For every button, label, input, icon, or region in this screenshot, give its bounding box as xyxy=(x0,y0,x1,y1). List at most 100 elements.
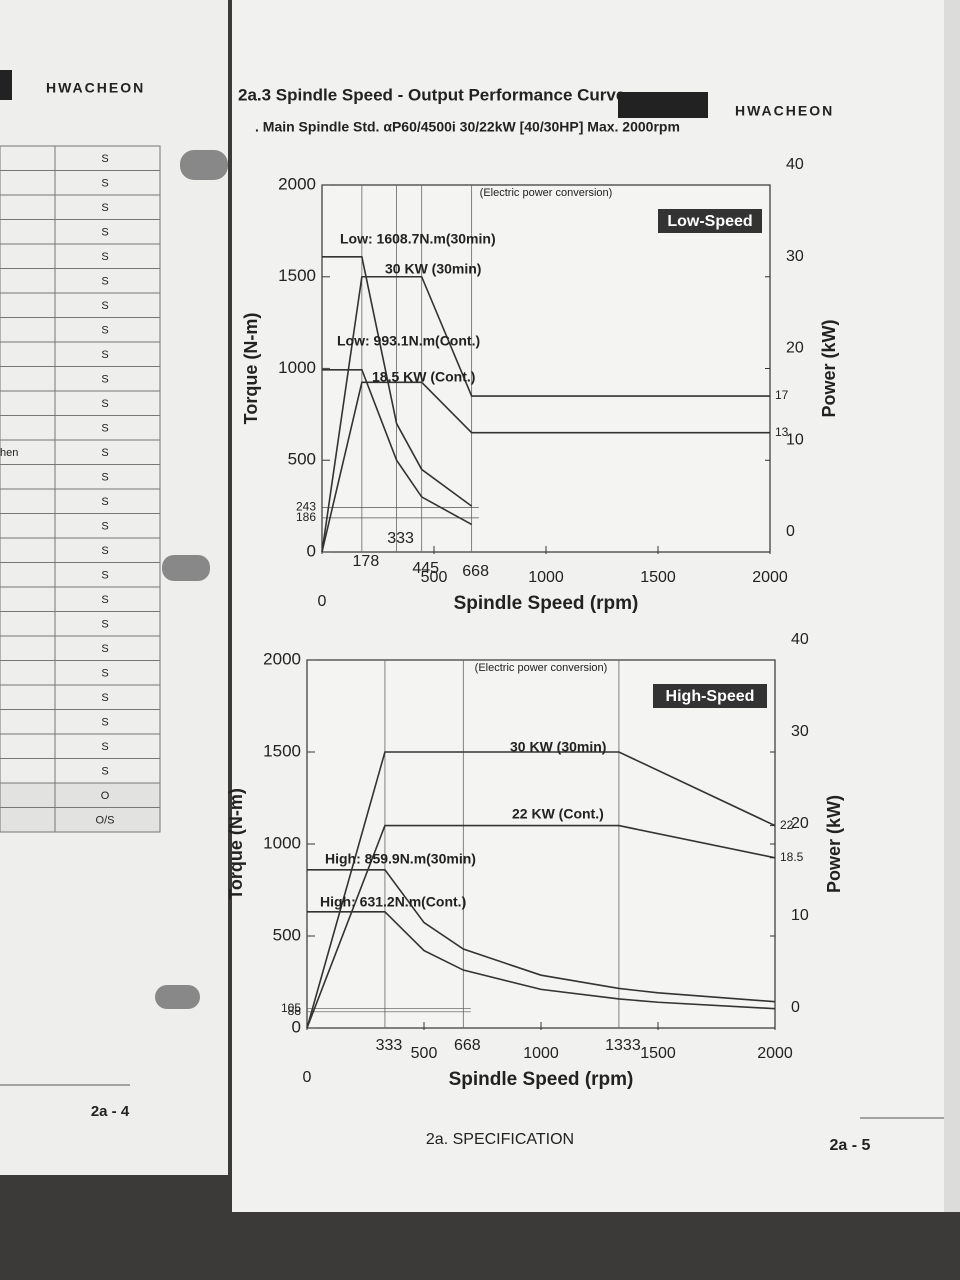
table-cell-text: S xyxy=(101,643,108,655)
table-cell-text: S xyxy=(101,349,108,361)
y-tick-label: 2000 xyxy=(278,174,316,193)
table-cell-text: S xyxy=(101,594,108,606)
x-mark-label: 333 xyxy=(376,1037,403,1054)
table-cell-text: S xyxy=(101,251,108,263)
annotation: 30 KW (30min) xyxy=(510,739,606,755)
y2-tick-label: 22 xyxy=(780,818,794,832)
table-cell-text: S xyxy=(101,692,108,704)
y-tick-label: 500 xyxy=(288,450,316,469)
x-tick-label: 2000 xyxy=(757,1045,793,1062)
table-cell-text: S xyxy=(101,153,108,165)
footer-section: 2a. SPECIFICATION xyxy=(426,1131,574,1148)
curve xyxy=(307,868,776,1003)
annotation: High: 631.2N.m(Cont.) xyxy=(320,894,466,910)
annotation: Low: 1608.7N.m(30min) xyxy=(340,231,496,247)
table-cell-text: S xyxy=(101,373,108,385)
curve xyxy=(307,911,776,1010)
y-tick-label: 500 xyxy=(273,925,301,944)
x-tick-label: 1000 xyxy=(523,1045,559,1062)
table-cell-text: S xyxy=(101,447,108,459)
table-cell xyxy=(0,807,161,833)
y-tick-label: 186 xyxy=(296,510,316,524)
title: 2a.3 Spindle Speed - Output Performance … xyxy=(238,85,625,104)
y2-tick-label: 18.5 xyxy=(780,850,804,864)
badge-bg xyxy=(653,684,767,708)
table-cell-text: S xyxy=(101,422,108,434)
curve xyxy=(306,751,776,1029)
y2-axis-title: Power (kW) xyxy=(824,795,844,893)
y2-tick-label: 10 xyxy=(791,907,809,924)
y-tick-label: 1500 xyxy=(263,741,301,760)
y2-tick-label: 17 xyxy=(775,388,789,402)
y-tick-label: 105 xyxy=(281,1001,301,1015)
table-cell-text: S xyxy=(101,202,108,214)
left-page-number: 2a - 4 xyxy=(91,1103,130,1120)
y-tick-label: 243 xyxy=(296,500,316,514)
y-tick-label: 2000 xyxy=(263,649,301,668)
table-cell-text: O xyxy=(101,790,110,802)
annotation: 22 KW (Cont.) xyxy=(512,806,604,822)
x-axis-title: Spindle Speed (rpm) xyxy=(449,1069,634,1090)
annotation: Low: 993.1N.m(Cont.) xyxy=(337,333,480,349)
y-tick-label: 1000 xyxy=(263,833,301,852)
x-tick-label: 0 xyxy=(303,1069,312,1086)
y2-tick-label: 13 xyxy=(775,425,789,439)
table-cell-text: S xyxy=(101,569,108,581)
y-tick-label: 1000 xyxy=(278,358,316,377)
page-number: 2a - 5 xyxy=(830,1137,871,1154)
badge-bg xyxy=(658,209,762,233)
table-cell-text: S xyxy=(101,275,108,287)
x-mark-label: 1333 xyxy=(605,1037,641,1054)
y2-tick-label: 0 xyxy=(786,523,795,540)
x-axis-title: Spindle Speed (rpm) xyxy=(454,593,639,614)
y2-axis-title: Power (kW) xyxy=(819,319,839,417)
x-mark-label: 445 xyxy=(412,560,439,577)
y-tick-label: 0 xyxy=(307,541,316,560)
brand: HWACHEON xyxy=(735,103,834,119)
table-cell-text: S xyxy=(101,667,108,679)
x-tick-label: 1000 xyxy=(528,569,564,586)
y2-tick-label: 30 xyxy=(786,248,804,265)
logo-mark xyxy=(618,92,708,118)
y2-tick-label: 10 xyxy=(786,431,804,448)
left-side-text: hen xyxy=(0,447,18,459)
table-cell-text: S xyxy=(101,618,108,630)
curve xyxy=(321,275,770,553)
x-mark-label: 333 xyxy=(387,530,414,547)
annotation: High: 859.9N.m(30min) xyxy=(325,851,476,867)
y2-tick-label: 20 xyxy=(786,340,804,357)
logo-mark xyxy=(0,70,12,100)
x-tick-label: 0 xyxy=(318,593,327,610)
y-tick-label: 0 xyxy=(292,1017,301,1036)
table-cell-text: O/S xyxy=(96,814,115,826)
y2-tick-label: 0 xyxy=(791,999,800,1016)
table-cell-text: S xyxy=(101,300,108,312)
y-axis-title: Torque (N-m) xyxy=(226,788,246,900)
x-mark-label: 178 xyxy=(353,553,380,570)
y-tick-label: 88 xyxy=(288,1004,302,1018)
table-cell-text: S xyxy=(101,398,108,410)
annotation: 18.5 KW (Cont.) xyxy=(372,369,475,385)
annotation: 30 KW (30min) xyxy=(385,261,481,277)
curve xyxy=(321,381,770,553)
x-tick-label: 1500 xyxy=(640,569,676,586)
table-cell-text: S xyxy=(101,177,108,189)
y-tick-label: 1500 xyxy=(278,266,316,285)
curve xyxy=(322,256,473,507)
x-tick-label: 2000 xyxy=(752,569,788,586)
y2-tick-label: 40 xyxy=(791,631,809,648)
table-cell-text: S xyxy=(101,545,108,557)
table-cell-text: S xyxy=(101,226,108,238)
table-cell-text: S xyxy=(101,324,108,336)
ring-binder xyxy=(155,150,228,1009)
y2-tick-label: 20 xyxy=(791,815,809,832)
curve xyxy=(306,824,776,1029)
chart-note: (Electric power conversion) xyxy=(480,187,613,199)
left-brand: HWACHEON xyxy=(46,80,145,96)
table-cell-text: S xyxy=(101,741,108,753)
table-cell-text: S xyxy=(101,496,108,508)
badge: Low-Speed xyxy=(667,213,752,230)
x-tick-label: 500 xyxy=(411,1045,438,1062)
y2-tick-label: 30 xyxy=(791,723,809,740)
